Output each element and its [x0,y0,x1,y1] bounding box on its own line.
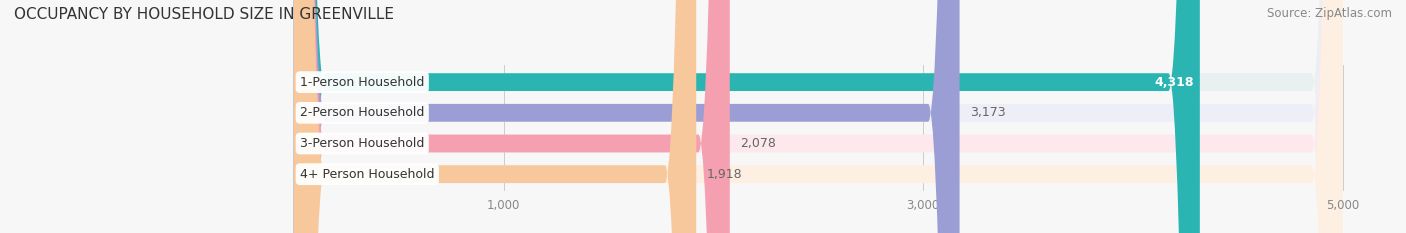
Text: 2,078: 2,078 [741,137,776,150]
Text: 1-Person Household: 1-Person Household [299,76,425,89]
Text: 3,173: 3,173 [970,106,1005,119]
FancyBboxPatch shape [294,0,696,233]
FancyBboxPatch shape [294,0,1199,233]
Text: 2-Person Household: 2-Person Household [299,106,425,119]
Text: 3-Person Household: 3-Person Household [299,137,425,150]
FancyBboxPatch shape [294,0,959,233]
FancyBboxPatch shape [294,0,730,233]
Text: 4,318: 4,318 [1154,76,1194,89]
Text: Source: ZipAtlas.com: Source: ZipAtlas.com [1267,7,1392,20]
FancyBboxPatch shape [294,0,1343,233]
FancyBboxPatch shape [294,0,1343,233]
FancyBboxPatch shape [294,0,1343,233]
FancyBboxPatch shape [294,0,1343,233]
Text: OCCUPANCY BY HOUSEHOLD SIZE IN GREENVILLE: OCCUPANCY BY HOUSEHOLD SIZE IN GREENVILL… [14,7,394,22]
Text: 4+ Person Household: 4+ Person Household [299,168,434,181]
Text: 1,918: 1,918 [707,168,742,181]
